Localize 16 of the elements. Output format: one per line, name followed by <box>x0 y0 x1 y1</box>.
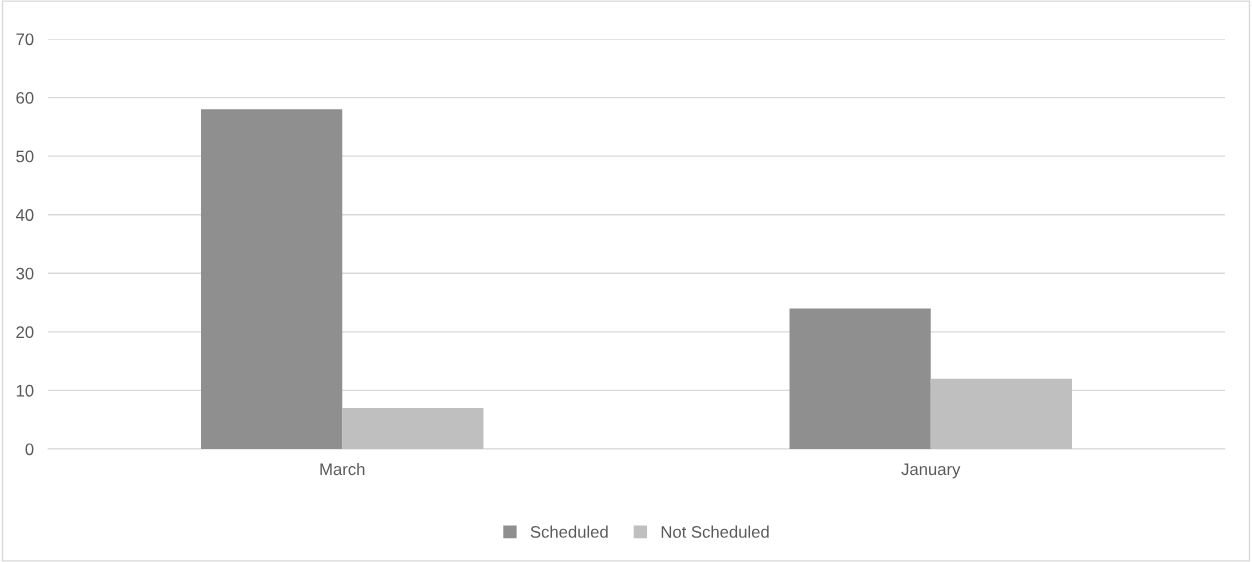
bar <box>201 109 343 449</box>
y-tick-label: 0 <box>25 443 34 456</box>
y-tick-label: 60 <box>16 91 34 104</box>
bar <box>930 378 1072 449</box>
legend-label: Scheduled <box>530 525 608 538</box>
y-tick-label: 20 <box>16 326 34 339</box>
y-tick-label: 10 <box>16 384 34 397</box>
x-tick-label: January <box>901 463 961 479</box>
y-tick-label: 70 <box>16 33 34 46</box>
bar <box>342 408 484 449</box>
y-tick-label: 40 <box>15 209 34 221</box>
y-tick-label: 30 <box>16 267 34 280</box>
bar <box>789 308 931 449</box>
x-tick-label: March <box>320 462 365 476</box>
y-tick-label: 50 <box>16 150 34 163</box>
legend-label: Not Scheduled <box>661 525 769 538</box>
